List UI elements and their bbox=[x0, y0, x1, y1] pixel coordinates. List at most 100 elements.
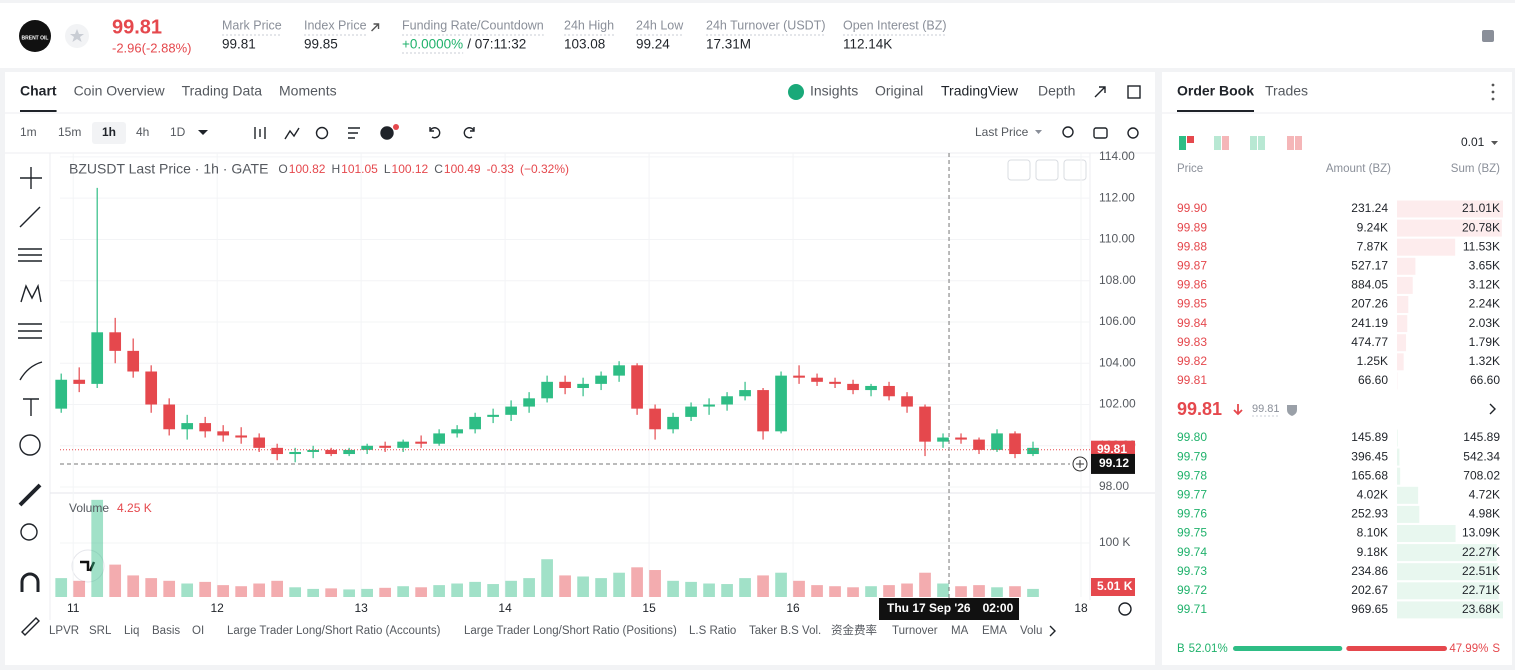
layout-both[interactable] bbox=[1179, 136, 1186, 150]
chevron-icon[interactable] bbox=[1489, 403, 1496, 415]
interval[interactable]: 4h bbox=[136, 125, 149, 139]
book-price: 99.71 bbox=[1177, 602, 1207, 616]
volume-bar bbox=[451, 583, 463, 597]
view-tab[interactable]: Insights bbox=[810, 83, 858, 99]
indicator-tab[interactable]: Large Trader Long/Short Ratio (Accounts) bbox=[227, 625, 441, 637]
layout-icon[interactable] bbox=[1127, 85, 1141, 99]
chart-settings-icon[interactable] bbox=[1118, 602, 1132, 616]
indicator-tab[interactable]: L.S Ratio bbox=[689, 625, 736, 637]
candle-body bbox=[505, 406, 517, 415]
collapse-button[interactable] bbox=[1035, 159, 1059, 181]
depth-bar bbox=[1397, 563, 1498, 581]
interval[interactable]: 15m bbox=[58, 125, 81, 139]
settings-icon[interactable] bbox=[1127, 127, 1139, 139]
redo-icon[interactable] bbox=[463, 127, 475, 139]
indicator-tab[interactable]: Liq bbox=[124, 625, 139, 637]
chart-tab[interactable]: Trading Data bbox=[182, 83, 263, 99]
indicator-tab[interactable]: MA bbox=[951, 625, 969, 637]
stat-label: 24h Low bbox=[636, 18, 684, 32]
view-tab[interactable]: Original bbox=[875, 83, 923, 99]
dropdown-icon[interactable] bbox=[1035, 130, 1042, 134]
indicator-tab[interactable]: OI bbox=[192, 625, 204, 637]
price-type[interactable]: Last Price bbox=[975, 125, 1029, 139]
header-icon[interactable] bbox=[1482, 30, 1494, 42]
volume-bar bbox=[487, 584, 499, 597]
indicator-tab[interactable]: LPVR bbox=[49, 625, 79, 637]
prediction-tool[interactable] bbox=[18, 323, 42, 339]
indicator-tab[interactable]: Taker B.S Vol. bbox=[749, 625, 821, 637]
fullscreen-icon[interactable] bbox=[1094, 86, 1106, 98]
interval[interactable]: 1D bbox=[170, 125, 186, 139]
dropdown-icon[interactable] bbox=[1491, 141, 1498, 145]
x-tick-label: 11 bbox=[67, 601, 80, 615]
book-tab[interactable]: Trades bbox=[1265, 83, 1308, 99]
y-tick-label: 106.00 bbox=[1099, 314, 1136, 328]
book-amount: 9.24K bbox=[1357, 220, 1388, 234]
pattern-tool[interactable] bbox=[20, 283, 42, 303]
add-icon[interactable] bbox=[380, 126, 394, 140]
view-tab[interactable]: TradingView bbox=[941, 83, 1019, 99]
buy-bar bbox=[1233, 646, 1343, 651]
replay-icon[interactable] bbox=[315, 126, 329, 140]
volume-bar bbox=[703, 583, 715, 597]
candle-body bbox=[757, 390, 769, 432]
layout-asks[interactable] bbox=[1250, 136, 1257, 150]
precision[interactable]: 0.01 bbox=[1461, 135, 1485, 149]
indicator-tab[interactable]: Large Trader Long/Short Ratio (Positions… bbox=[464, 625, 677, 637]
layout-bids[interactable] bbox=[1214, 136, 1221, 150]
indicator-tab[interactable]: 资金费率 bbox=[831, 623, 877, 637]
chart-tab[interactable]: Chart bbox=[20, 83, 57, 99]
indicator-tab[interactable]: Volu bbox=[1020, 625, 1042, 637]
magnet-tool[interactable] bbox=[20, 572, 40, 592]
indicator-tab[interactable]: Basis bbox=[152, 625, 180, 637]
indicator-tab[interactable]: EMA bbox=[982, 625, 1007, 637]
layout-sells[interactable] bbox=[1287, 136, 1294, 150]
brush-tool[interactable] bbox=[19, 361, 43, 381]
interval[interactable]: 1h bbox=[102, 125, 116, 139]
undo-icon[interactable] bbox=[429, 127, 441, 139]
volume-bar bbox=[937, 583, 949, 597]
camera-icon[interactable] bbox=[1093, 127, 1108, 139]
indicator-tab[interactable]: Turnover bbox=[892, 625, 938, 637]
menu-dot[interactable] bbox=[1491, 83, 1495, 87]
volume-tick-label: 100 K bbox=[1099, 535, 1130, 549]
book-amount: 8.10K bbox=[1357, 526, 1388, 540]
book-amount: 884.05 bbox=[1351, 278, 1388, 292]
scroll-right-icon[interactable] bbox=[1049, 625, 1056, 637]
candle-body bbox=[1009, 433, 1021, 455]
lock-tool[interactable] bbox=[21, 617, 40, 636]
indicator-tab[interactable]: SRL bbox=[89, 625, 112, 637]
volume-bar bbox=[577, 576, 589, 597]
book-tab[interactable]: Order Book bbox=[1177, 83, 1254, 99]
chart-tab[interactable]: Coin Overview bbox=[74, 83, 166, 99]
candle-body bbox=[775, 375, 787, 432]
search-icon[interactable] bbox=[1062, 126, 1074, 138]
candle-body bbox=[91, 332, 104, 384]
scroll-button[interactable] bbox=[1007, 159, 1031, 181]
book-amount: 145.89 bbox=[1351, 430, 1388, 444]
book-amount: 4.02K bbox=[1357, 487, 1388, 501]
column-header: Price bbox=[1177, 163, 1203, 175]
reset-button[interactable] bbox=[1063, 159, 1087, 181]
candle-body bbox=[235, 435, 248, 438]
indicator-icon[interactable] bbox=[284, 127, 300, 140]
emoji-tool[interactable] bbox=[19, 434, 41, 456]
dropdown-icon[interactable] bbox=[198, 130, 208, 135]
candle-type-icon[interactable] bbox=[254, 127, 266, 139]
book-price: 99.73 bbox=[1177, 564, 1207, 578]
fib-tool[interactable] bbox=[18, 248, 42, 262]
trendline-tool[interactable] bbox=[19, 206, 41, 228]
book-sum: 1.32K bbox=[1469, 354, 1500, 368]
chart-tab[interactable]: Moments bbox=[279, 83, 337, 99]
volume-bar bbox=[883, 585, 895, 597]
view-tab[interactable]: Depth bbox=[1038, 83, 1075, 99]
stat-label: 24h Turnover (USDT) bbox=[706, 18, 825, 32]
zoom-tool[interactable] bbox=[20, 523, 38, 541]
text-tool[interactable] bbox=[23, 398, 39, 416]
interval[interactable]: 1m bbox=[20, 125, 37, 139]
y-tick-label: 108.00 bbox=[1099, 273, 1136, 287]
volume-bar bbox=[847, 587, 859, 597]
template-icon[interactable] bbox=[348, 127, 360, 139]
crosshair-tool[interactable] bbox=[20, 167, 42, 189]
ruler-tool[interactable] bbox=[18, 483, 42, 507]
